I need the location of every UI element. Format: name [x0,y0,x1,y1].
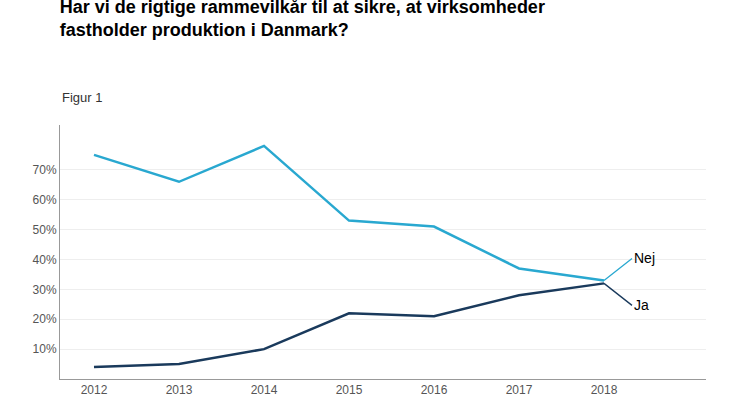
svg-text:Figur 1: Figur 1 [62,90,102,105]
svg-text:Har vi de rigtige rammevilkår: Har vi de rigtige rammevilkår til at sik… [60,0,545,40]
svg-text:60%: 60% [33,193,57,207]
svg-text:Ja: Ja [634,297,649,313]
svg-text:50%: 50% [33,223,57,237]
svg-text:2017: 2017 [506,383,533,397]
svg-text:20%: 20% [33,312,57,326]
svg-text:2015: 2015 [336,383,363,397]
svg-text:2018: 2018 [591,383,618,397]
svg-text:40%: 40% [33,253,57,267]
svg-text:30%: 30% [33,283,57,297]
svg-text:Nej: Nej [634,250,655,266]
svg-text:10%: 10% [33,342,57,356]
svg-text:2013: 2013 [166,383,193,397]
svg-text:2016: 2016 [421,383,448,397]
svg-text:2012: 2012 [81,383,108,397]
svg-text:2014: 2014 [251,383,278,397]
svg-text:70%: 70% [33,163,57,177]
